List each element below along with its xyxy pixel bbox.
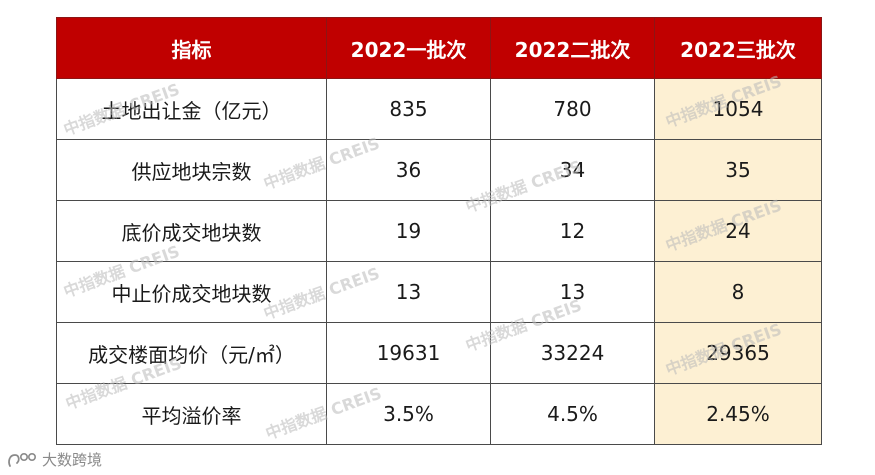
row-label: 成交楼面均价（元/㎡） <box>56 322 327 384</box>
cell-batch-1: 13 <box>326 261 491 323</box>
table-row: 底价成交地块数 19 12 24 <box>56 200 822 262</box>
cell-batch-2: 4.5% <box>490 383 655 445</box>
land-auction-table: 指标 2022一批次 2022二批次 2022三批次 土地出让金（亿元） 835… <box>56 17 822 445</box>
header-batch-2: 2022二批次 <box>490 17 655 79</box>
footer-brand-logo: 大数跨境 <box>6 449 102 470</box>
table-row: 中止价成交地块数 13 13 8 <box>56 261 822 323</box>
data-table-container: 指标 2022一批次 2022二批次 2022三批次 土地出让金（亿元） 835… <box>56 17 822 445</box>
cell-batch-1: 3.5% <box>326 383 491 445</box>
cell-batch-1: 835 <box>326 78 491 140</box>
table-row: 土地出让金（亿元） 835 780 1054 <box>56 78 822 140</box>
row-label: 土地出让金（亿元） <box>56 78 327 140</box>
row-label: 底价成交地块数 <box>56 200 327 262</box>
cell-batch-1: 19631 <box>326 322 491 384</box>
cell-batch-3: 2.45% <box>654 383 822 445</box>
cell-batch-3: 35 <box>654 139 822 201</box>
table-row: 成交楼面均价（元/㎡） 19631 33224 29365 <box>56 322 822 384</box>
row-label: 平均溢价率 <box>56 383 327 445</box>
row-label: 中止价成交地块数 <box>56 261 327 323</box>
row-label: 供应地块宗数 <box>56 139 327 201</box>
cell-batch-2: 34 <box>490 139 655 201</box>
brand-logo-icon <box>8 452 36 467</box>
cell-batch-1: 19 <box>326 200 491 262</box>
table-header-row: 指标 2022一批次 2022二批次 2022三批次 <box>56 17 822 79</box>
cell-batch-2: 12 <box>490 200 655 262</box>
cell-batch-2: 13 <box>490 261 655 323</box>
cell-batch-3: 29365 <box>654 322 822 384</box>
cell-batch-3: 24 <box>654 200 822 262</box>
footer-brand-name: 大数跨境 <box>42 451 103 469</box>
header-indicator: 指标 <box>56 17 327 79</box>
table-row: 供应地块宗数 36 34 35 <box>56 139 822 201</box>
table-row: 平均溢价率 3.5% 4.5% 2.45% <box>56 383 822 445</box>
cell-batch-2: 33224 <box>490 322 655 384</box>
header-batch-3: 2022三批次 <box>654 17 822 79</box>
cell-batch-1: 36 <box>326 139 491 201</box>
cell-batch-3: 8 <box>654 261 822 323</box>
cell-batch-2: 780 <box>490 78 655 140</box>
header-batch-1: 2022一批次 <box>326 17 491 79</box>
cell-batch-3: 1054 <box>654 78 822 140</box>
